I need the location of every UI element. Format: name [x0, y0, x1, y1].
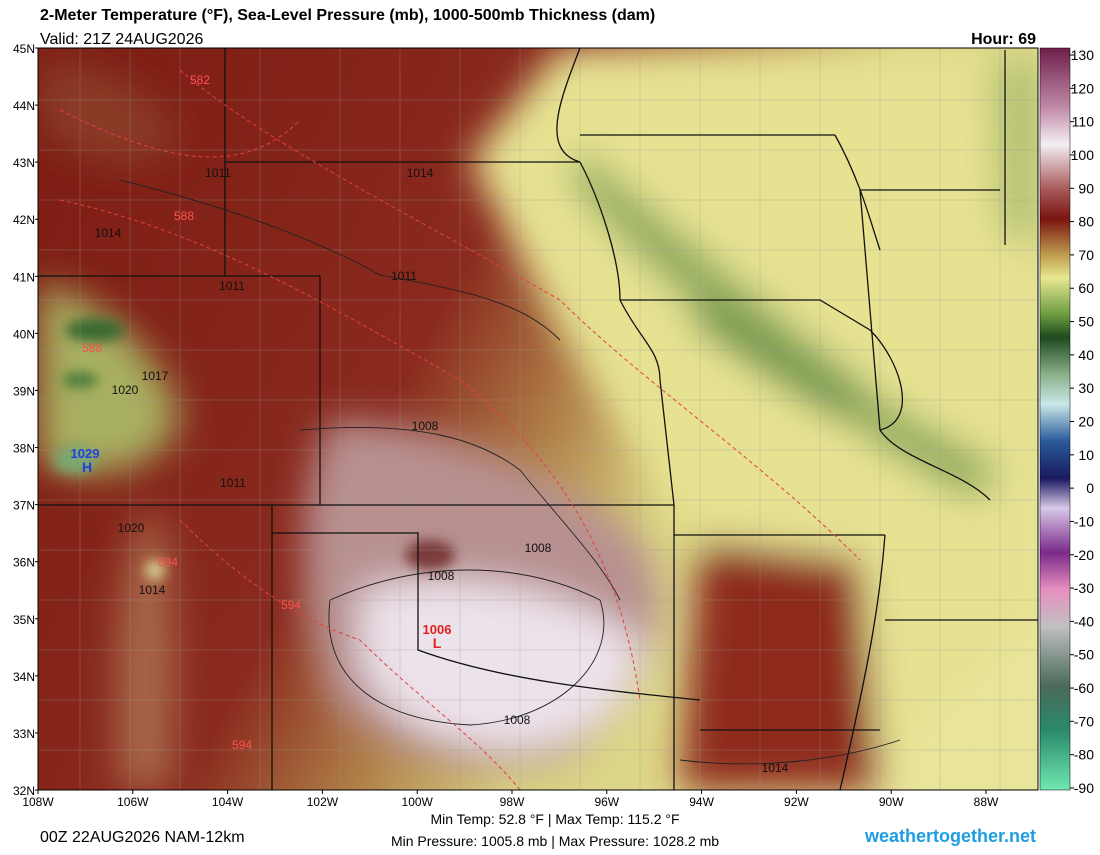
lat-label: 36N [13, 556, 35, 570]
lat-label: 45N [13, 42, 35, 56]
pressure-label: 1014 [95, 226, 122, 240]
pressure-label: 1011 [205, 166, 231, 180]
pressure-label: 1011 [220, 476, 246, 490]
pressure-label: 1017 [142, 369, 169, 383]
pressure-label: 1014 [762, 761, 789, 775]
lat-label: 39N [13, 384, 35, 398]
lon-label: 108W [22, 795, 54, 809]
pressure-label: 1020 [112, 383, 139, 397]
colorbar-label: -90 [1074, 780, 1094, 796]
pressure-label: 1014 [407, 166, 434, 180]
pressure-range: Min Pressure: 1005.8 mb | Max Pressure: … [391, 833, 719, 849]
pressure-label: 1020 [118, 521, 145, 535]
colorbar-label: 120 [1071, 80, 1095, 96]
county-grid [38, 48, 1038, 790]
colorbar-label: 40 [1078, 347, 1094, 363]
lat-label: 34N [13, 670, 35, 684]
low-pressure-letter: L [433, 635, 442, 651]
lon-label: 92W [784, 795, 809, 809]
colorbar-label: 70 [1078, 247, 1094, 263]
model-run: 00Z 22AUG2026 NAM-12km [40, 829, 245, 846]
forecast-hour: Hour: 69 [971, 31, 1036, 48]
high-pressure-value: 1029 [71, 446, 100, 461]
colorbar-label: -70 [1074, 713, 1094, 729]
colorbar-label: -20 [1074, 547, 1094, 563]
low-pressure-value: 1006 [423, 622, 452, 637]
thickness-label: 588 [82, 341, 102, 355]
thickness-label: 594 [281, 598, 301, 612]
colorbar-label: -40 [1074, 613, 1094, 629]
lat-label: 32N [13, 784, 35, 798]
lat-label: 43N [13, 156, 35, 170]
lon-label: 94W [689, 795, 714, 809]
pressure-label: 1011 [391, 269, 417, 283]
colorbar-label: 50 [1078, 314, 1094, 330]
colorbar-label: 30 [1078, 380, 1094, 396]
lon-label: 102W [307, 795, 339, 809]
thickness-label: 582 [190, 73, 210, 87]
lon-label: 98W [500, 795, 525, 809]
temp-range: Min Temp: 52.8 °F | Max Temp: 115.2 °F [430, 811, 679, 827]
site-link[interactable]: weathertogether.net [864, 826, 1036, 846]
lon-label: 96W [594, 795, 619, 809]
pressure-label: 1008 [504, 713, 531, 727]
thickness-label: 594 [158, 555, 178, 569]
thickness-label: 594 [232, 738, 252, 752]
lat-label: 37N [13, 499, 35, 513]
colorbar-label: 10 [1078, 447, 1094, 463]
lon-label: 106W [117, 795, 149, 809]
lat-label: 42N [13, 213, 35, 227]
lat-label: 44N [13, 99, 35, 113]
colorbar-label: -80 [1074, 747, 1094, 763]
pressure-label: 1008 [428, 569, 455, 583]
axes: 45N 44N 43N 42N 41N 40N 39N 38N 37N 36N 35N 34N 33N 3… [13, 42, 1094, 809]
state-borders [38, 48, 1038, 790]
map-frame [37, 47, 1039, 791]
high-pressure-letter: H [82, 459, 92, 475]
lat-label: 38N [13, 442, 35, 456]
colorbar-label: 80 [1078, 214, 1094, 230]
pressure-label: 1011 [219, 279, 245, 293]
colorbar-label: 60 [1078, 280, 1094, 296]
map-field: 1011 101410141011101110171020100810111020… [38, 48, 1038, 790]
colorbar-label: -50 [1074, 647, 1094, 663]
lon-label: 88W [974, 795, 999, 809]
colorbar-label: -10 [1074, 513, 1094, 529]
contour-labels: 1011 101410141011101110171020100810111020… [71, 73, 789, 775]
lon-label: 104W [212, 795, 244, 809]
title: 2-Meter Temperature (°F), Sea-Level Pres… [40, 7, 655, 24]
colorbar-label: 90 [1078, 180, 1094, 196]
valid-time: Valid: 21Z 24AUG2026 [40, 31, 203, 48]
pressure-label: 1008 [525, 541, 552, 555]
lat-label: 33N [13, 727, 35, 741]
colorbar-label: 110 [1072, 114, 1095, 130]
lon-label: 90W [879, 795, 904, 809]
colorbar-label: 0 [1086, 480, 1094, 496]
lat-label: 40N [13, 327, 35, 341]
colorbar-label: 100 [1071, 147, 1095, 163]
contours [59, 69, 901, 790]
lon-label: 100W [402, 795, 434, 809]
lat-label: 41N [13, 270, 35, 284]
colorbar-label: -30 [1074, 580, 1094, 596]
thickness-label: 588 [174, 209, 194, 223]
pressure-label: 1014 [139, 583, 166, 597]
colorbar-label: 20 [1078, 414, 1094, 430]
colorbar [1039, 47, 1071, 791]
lat-label: 35N [13, 613, 35, 627]
colorbar-label: 130 [1071, 47, 1095, 63]
pressure-label: 1008 [412, 419, 439, 433]
colorbar-label: -60 [1074, 680, 1094, 696]
